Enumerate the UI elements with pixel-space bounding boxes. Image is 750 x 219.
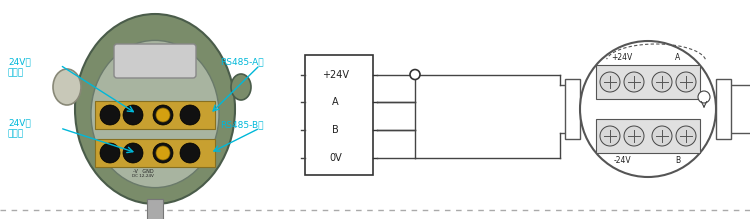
Text: +24V: +24V bbox=[322, 70, 349, 79]
Circle shape bbox=[624, 126, 644, 146]
Text: 24V电: 24V电 bbox=[8, 57, 31, 66]
Text: 源负极: 源负极 bbox=[8, 129, 24, 138]
Bar bbox=[565, 79, 580, 139]
Bar bbox=[716, 79, 731, 139]
Circle shape bbox=[100, 143, 120, 163]
Circle shape bbox=[123, 143, 143, 163]
Text: 24V电: 24V电 bbox=[8, 118, 31, 127]
Circle shape bbox=[153, 143, 173, 163]
Circle shape bbox=[600, 72, 620, 92]
Text: RS485-A极: RS485-A极 bbox=[220, 57, 264, 66]
Ellipse shape bbox=[91, 40, 219, 188]
Text: B: B bbox=[676, 156, 680, 165]
Circle shape bbox=[676, 126, 696, 146]
Circle shape bbox=[156, 108, 170, 122]
Text: RS485-B极: RS485-B极 bbox=[220, 120, 263, 129]
Circle shape bbox=[410, 70, 420, 79]
Ellipse shape bbox=[231, 74, 251, 100]
Text: -V   GND: -V GND bbox=[133, 169, 153, 174]
Circle shape bbox=[698, 91, 710, 103]
Text: B: B bbox=[332, 125, 339, 135]
Circle shape bbox=[580, 41, 716, 177]
Text: 0V: 0V bbox=[329, 153, 342, 163]
Circle shape bbox=[676, 72, 696, 92]
Text: A: A bbox=[332, 97, 339, 108]
Text: +24V: +24V bbox=[611, 53, 632, 62]
Circle shape bbox=[652, 72, 672, 92]
Circle shape bbox=[180, 105, 200, 125]
Bar bbox=[596, 65, 700, 99]
Circle shape bbox=[100, 105, 120, 125]
Bar bbox=[95, 101, 215, 129]
Circle shape bbox=[156, 146, 170, 160]
Text: DC 12-24V: DC 12-24V bbox=[132, 174, 154, 178]
Text: A: A bbox=[675, 53, 681, 62]
Circle shape bbox=[600, 126, 620, 146]
Ellipse shape bbox=[53, 69, 81, 105]
Text: 源正极: 源正极 bbox=[8, 68, 24, 77]
Circle shape bbox=[180, 143, 200, 163]
Bar bbox=[596, 119, 700, 153]
Circle shape bbox=[123, 105, 143, 125]
Text: -24V: -24V bbox=[614, 156, 631, 165]
Ellipse shape bbox=[75, 14, 235, 204]
Circle shape bbox=[153, 105, 173, 125]
FancyBboxPatch shape bbox=[114, 44, 196, 78]
Bar bbox=[95, 139, 215, 167]
Bar bbox=[147, 199, 163, 219]
Circle shape bbox=[624, 72, 644, 92]
Bar bbox=[305, 55, 373, 175]
Circle shape bbox=[652, 126, 672, 146]
